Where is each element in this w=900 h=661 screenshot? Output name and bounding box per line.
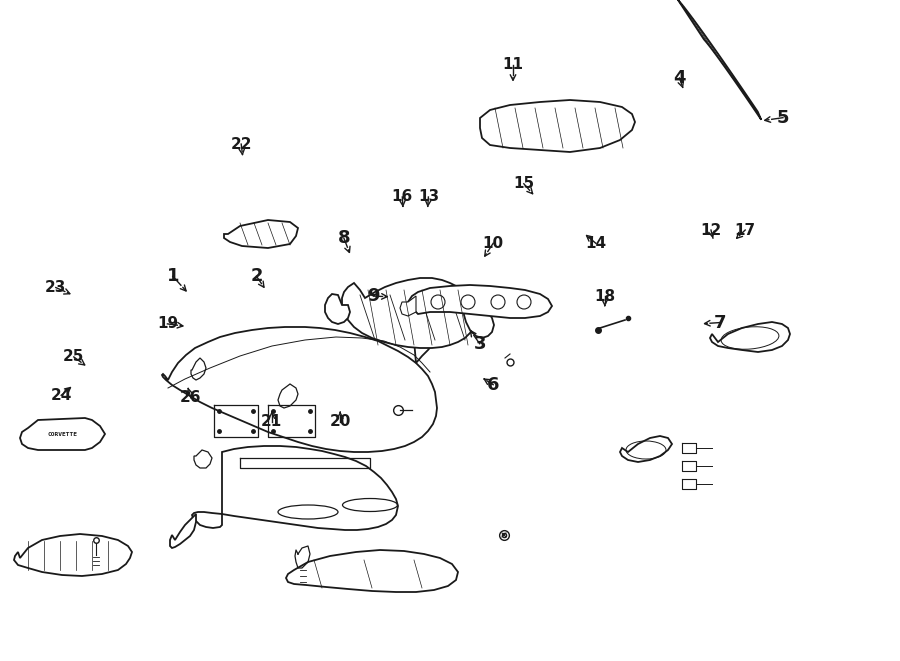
Polygon shape: [480, 100, 635, 152]
Text: 9: 9: [367, 287, 380, 305]
Polygon shape: [411, 308, 437, 363]
Text: 5: 5: [777, 108, 789, 127]
Text: 11: 11: [502, 58, 524, 72]
Text: 18: 18: [594, 289, 616, 303]
Text: 14: 14: [585, 236, 607, 251]
Text: 3: 3: [473, 334, 486, 353]
Polygon shape: [286, 550, 458, 592]
Text: 7: 7: [714, 313, 726, 332]
Polygon shape: [408, 285, 552, 318]
Text: 13: 13: [418, 190, 439, 204]
Polygon shape: [710, 322, 790, 352]
Polygon shape: [620, 436, 672, 462]
Text: 12: 12: [700, 223, 722, 237]
Polygon shape: [224, 220, 298, 248]
Text: 16: 16: [392, 190, 413, 204]
Polygon shape: [464, 292, 494, 338]
Text: 17: 17: [734, 223, 756, 237]
Text: 6: 6: [487, 375, 500, 394]
Polygon shape: [278, 384, 298, 408]
Text: CORVETTE: CORVETTE: [48, 432, 78, 438]
Text: 23: 23: [45, 280, 67, 295]
Polygon shape: [162, 327, 437, 452]
Polygon shape: [170, 514, 196, 548]
Text: 15: 15: [513, 176, 535, 191]
Text: 4: 4: [673, 69, 686, 87]
Text: 25: 25: [63, 350, 85, 364]
Text: 2: 2: [250, 267, 263, 286]
Text: 22: 22: [230, 137, 252, 151]
Polygon shape: [325, 294, 350, 324]
Polygon shape: [342, 278, 476, 348]
Text: 24: 24: [50, 388, 72, 403]
Polygon shape: [20, 418, 105, 450]
Polygon shape: [678, 0, 761, 120]
Text: 1: 1: [166, 267, 179, 286]
Text: 10: 10: [482, 236, 504, 251]
Text: 8: 8: [338, 229, 350, 247]
Polygon shape: [191, 358, 206, 380]
Text: 19: 19: [157, 317, 178, 331]
Text: 21: 21: [261, 414, 283, 429]
Polygon shape: [194, 450, 212, 468]
Polygon shape: [192, 446, 398, 530]
Polygon shape: [14, 534, 132, 576]
Text: 20: 20: [329, 414, 351, 429]
Polygon shape: [400, 296, 416, 316]
Text: 26: 26: [180, 391, 202, 405]
